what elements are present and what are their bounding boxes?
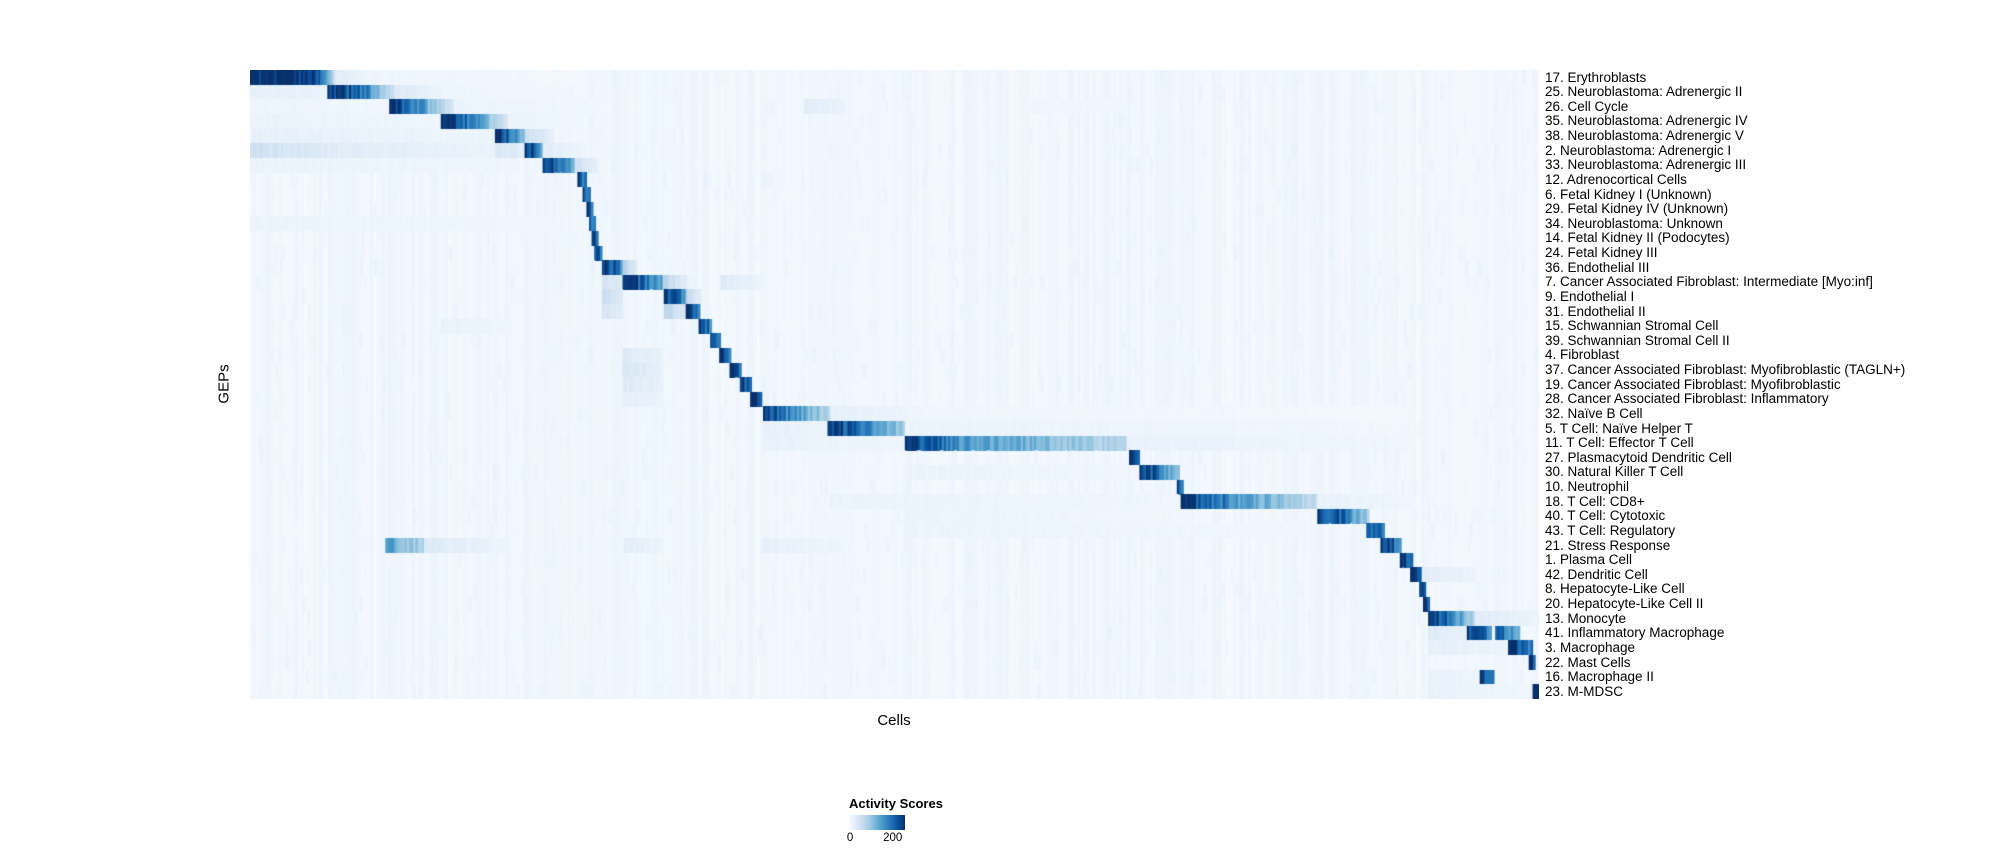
- gep-row-label: 31. Endothelial II: [1545, 303, 1646, 319]
- gep-row-label: 3. Macrophage: [1545, 639, 1636, 655]
- gep-row-label: 26. Cell Cycle: [1545, 98, 1629, 114]
- gep-row-label: 2. Neuroblastoma: Adrenergic I: [1545, 142, 1732, 158]
- gep-row-label: 34. Neuroblastoma: Unknown: [1545, 215, 1723, 231]
- gep-row-label: 40. T Cell: Cytotoxic: [1545, 508, 1666, 524]
- gep-row-label: 21. Stress Response: [1545, 537, 1671, 553]
- gep-row-label: 38. Neuroblastoma: Adrenergic V: [1545, 128, 1744, 144]
- gep-row-label: 20. Hepatocyte-Like Cell II: [1545, 596, 1704, 612]
- gep-row-label: 6. Fetal Kidney I (Unknown): [1545, 186, 1712, 202]
- heatmap-plot: [250, 70, 1539, 699]
- gep-row-label: 37. Cancer Associated Fibroblast: Myofib…: [1545, 362, 1906, 378]
- gep-row-label: 19. Cancer Associated Fibroblast: Myofib…: [1545, 376, 1841, 392]
- colorbar-ticks: 0 200: [846, 832, 905, 846]
- gep-row-labels: 17. Erythroblasts 25. Neuroblastoma: Adre…: [1545, 70, 1905, 699]
- gep-row-label: 4. Fibroblast: [1545, 347, 1620, 363]
- gep-row-label: 29. Fetal Kidney IV (Unknown): [1545, 201, 1729, 217]
- gep-row-label: 7. Cancer Associated Fibroblast: Interme…: [1545, 274, 1873, 290]
- gep-row-label: 23. M-MDSC: [1545, 683, 1624, 699]
- gep-row-label: 13. Monocyte: [1545, 610, 1627, 626]
- x-axis-label: Cells: [877, 712, 911, 729]
- colorbar-tick-min: 0: [846, 832, 854, 844]
- gep-row-label: 41. Inflammatory Macrophage: [1545, 625, 1725, 641]
- gep-row-label: 18. T Cell: CD8+: [1545, 493, 1645, 509]
- gep-row-label: 35. Neuroblastoma: Adrenergic IV: [1545, 113, 1748, 129]
- gep-row-label: 10. Neutrophil: [1545, 479, 1630, 495]
- gep-row-label: 30. Natural Killer T Cell: [1545, 464, 1684, 480]
- gep-row-label: 11. T Cell: Effector T Cell: [1545, 435, 1694, 451]
- colorbar-gradient: [849, 815, 905, 830]
- gep-row-label: 24. Fetal Kidney III: [1545, 245, 1658, 261]
- gep-row-label: 1. Plasma Cell: [1545, 552, 1633, 568]
- colorbar-tick-max: 200: [883, 832, 903, 844]
- gep-row-label: 16. Macrophage II: [1545, 669, 1654, 685]
- colorbar-legend: Activity Scores 0 200: [846, 796, 943, 846]
- gep-row-label: 43. T Cell: Regulatory: [1545, 522, 1676, 538]
- gep-row-label: 8. Hepatocyte-Like Cell: [1545, 581, 1685, 597]
- gep-row-label: 32. Naïve B Cell: [1545, 405, 1643, 421]
- gep-row-label: 39. Schwannian Stromal Cell II: [1545, 332, 1730, 348]
- gep-row-label: 12. Adrenocortical Cells: [1545, 171, 1687, 187]
- gep-row-label: 17. Erythroblasts: [1545, 69, 1647, 85]
- y-axis-label: GEPs: [215, 364, 233, 404]
- colorbar-title: Activity Scores: [849, 796, 943, 811]
- gep-row-label: 5. T Cell: Naïve Helper T: [1545, 420, 1693, 436]
- gep-row-label: 14. Fetal Kidney II (Podocytes): [1545, 230, 1730, 246]
- gep-row-label: 42. Dendritic Cell: [1545, 566, 1648, 582]
- gep-row-label: 27. Plasmacytoid Dendritic Cell: [1545, 449, 1732, 465]
- gep-row-label: 33. Neuroblastoma: Adrenergic III: [1545, 157, 1747, 173]
- gep-row-label: 36. Endothelial III: [1545, 259, 1650, 275]
- gep-row-label: 25. Neuroblastoma: Adrenergic II: [1545, 84, 1743, 100]
- gep-row-label: 22. Mast Cells: [1545, 654, 1631, 670]
- gep-row-label: 28. Cancer Associated Fibroblast: Inflam…: [1545, 391, 1829, 407]
- heatmap-canvas: [250, 70, 1539, 699]
- gep-row-label: 9. Endothelial I: [1545, 288, 1635, 304]
- gep-row-label: 15. Schwannian Stromal Cell: [1545, 318, 1719, 334]
